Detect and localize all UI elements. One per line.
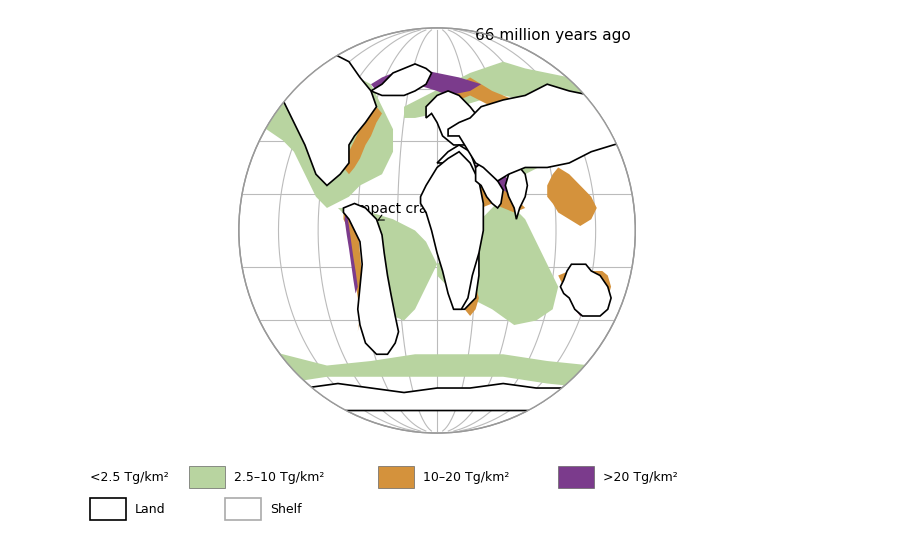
Text: Shelf: Shelf (270, 503, 302, 516)
Polygon shape (448, 271, 479, 316)
Polygon shape (294, 69, 349, 100)
Text: 66 million years ago: 66 million years ago (475, 28, 631, 43)
Text: >20 Tg/km²: >20 Tg/km² (603, 471, 678, 483)
Polygon shape (344, 107, 382, 174)
Text: Land: Land (135, 503, 166, 516)
Polygon shape (345, 212, 358, 294)
Text: 2.5–10 Tg/km²: 2.5–10 Tg/km² (234, 471, 324, 483)
Polygon shape (475, 163, 503, 208)
Text: 10–20 Tg/km²: 10–20 Tg/km² (423, 471, 509, 483)
Polygon shape (547, 167, 597, 226)
Polygon shape (292, 73, 365, 122)
Polygon shape (250, 50, 376, 185)
Polygon shape (420, 152, 483, 309)
Ellipse shape (238, 28, 635, 433)
Polygon shape (506, 167, 527, 219)
Polygon shape (371, 64, 432, 95)
Polygon shape (492, 84, 635, 174)
Polygon shape (371, 69, 482, 95)
Polygon shape (426, 91, 479, 145)
Polygon shape (437, 145, 479, 309)
Polygon shape (561, 264, 611, 316)
Polygon shape (344, 212, 362, 332)
Text: Impact crater: Impact crater (353, 202, 447, 220)
Polygon shape (426, 77, 569, 114)
Polygon shape (238, 343, 635, 388)
Polygon shape (338, 208, 437, 321)
Polygon shape (569, 294, 591, 316)
Polygon shape (344, 204, 399, 354)
Polygon shape (437, 163, 526, 212)
Polygon shape (459, 163, 519, 197)
Text: <2.5 Tg/km²: <2.5 Tg/km² (90, 471, 169, 483)
Polygon shape (404, 62, 635, 129)
Polygon shape (448, 84, 630, 181)
Polygon shape (558, 271, 611, 316)
Polygon shape (244, 62, 393, 208)
Polygon shape (238, 384, 635, 415)
Polygon shape (437, 197, 558, 325)
